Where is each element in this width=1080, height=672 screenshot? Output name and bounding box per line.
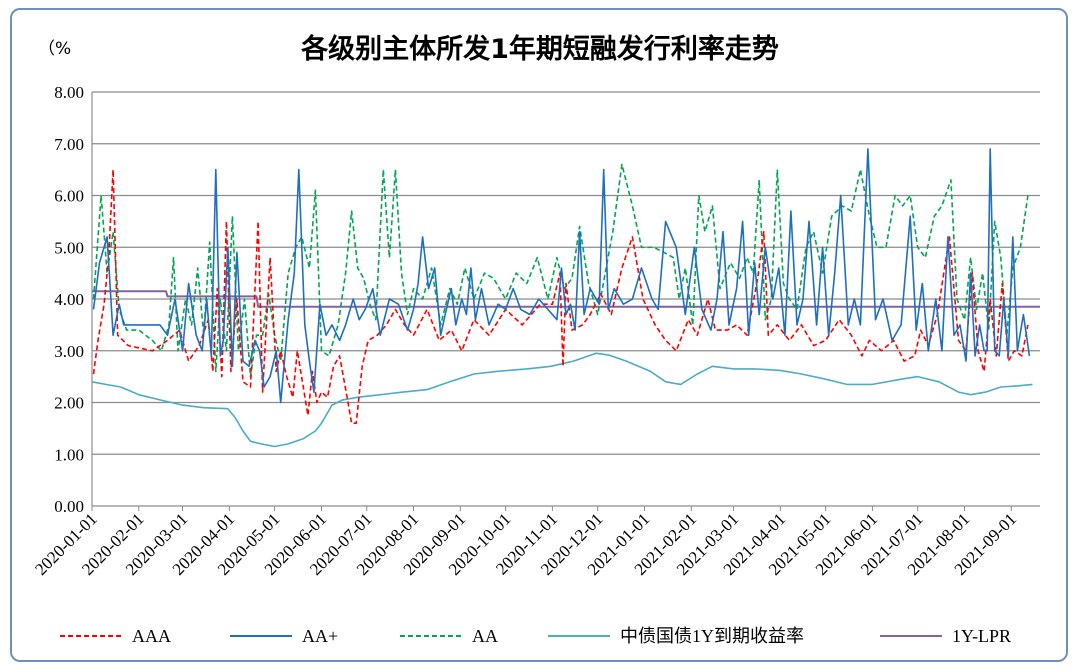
y-tick-label-4.00: 4.00	[54, 290, 84, 309]
legend: AAA AA+ AA 中债国债1Y到期收益率 1Y-LPR	[60, 626, 1011, 646]
legend-label-4: 1Y-LPR	[952, 626, 1011, 646]
legend-label-2: AA	[472, 626, 498, 646]
legend-label-1: AA+	[302, 626, 338, 646]
y-tick-label-1.00: 1.00	[54, 445, 84, 464]
chart-frame	[10, 8, 1068, 662]
chart-title: 各级别主体所发1年期短融发行利率走势	[300, 33, 779, 65]
y-tick-label-5.00: 5.00	[54, 238, 84, 257]
y-axis-unit-label: （%	[38, 39, 71, 59]
series-line-3	[91, 352, 1033, 448]
x-axis-ticks: 2020-01-012020-02-012020-03-012020-04-01…	[31, 509, 1020, 579]
y-tick-label-0.00: 0.00	[54, 497, 84, 516]
plot-area	[91, 148, 1040, 448]
axes	[91, 92, 1040, 511]
y-axis-ticks: 0.00 1.00 2.00 3.00 4.00 5.00 6.00 7.00 8.00	[54, 83, 84, 516]
series-line-0	[92, 168, 1029, 424]
legend-label-0: AAA	[132, 626, 171, 646]
y-tick-label-6.00: 6.00	[54, 187, 84, 206]
series-line-1	[92, 148, 1031, 404]
y-tick-label-3.00: 3.00	[54, 342, 84, 361]
y-tick-label-8.00: 8.00	[54, 83, 84, 102]
series-line-2	[92, 163, 1029, 378]
y-tick-label-2.00: 2.00	[54, 394, 84, 413]
y-tick-label-7.00: 7.00	[54, 135, 84, 154]
legend-label-3: 中债国债1Y到期收益率	[620, 626, 804, 646]
